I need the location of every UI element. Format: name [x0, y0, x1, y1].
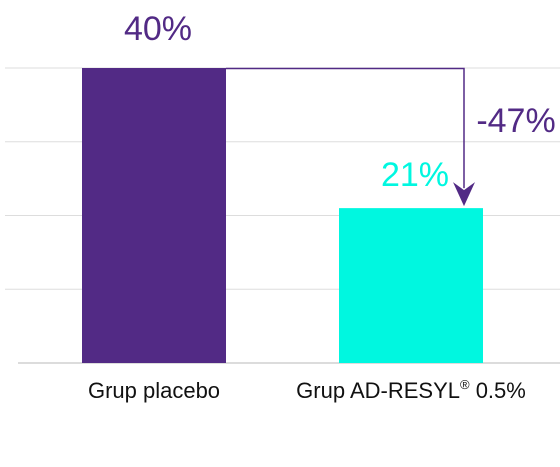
reduction-annotation-label: -47%	[476, 102, 555, 140]
reduction-arrowhead-icon	[453, 182, 475, 207]
reduction-connector-line	[226, 67, 465, 189]
category-label-2: Grup AD-RESYL® 0.5%	[296, 377, 526, 403]
value-label-1: 40%	[124, 10, 192, 48]
category-label-1: Grup placebo	[88, 378, 220, 403]
bar-1	[82, 68, 226, 363]
bar-2	[339, 208, 483, 363]
value-label-2: 21%	[381, 156, 449, 194]
